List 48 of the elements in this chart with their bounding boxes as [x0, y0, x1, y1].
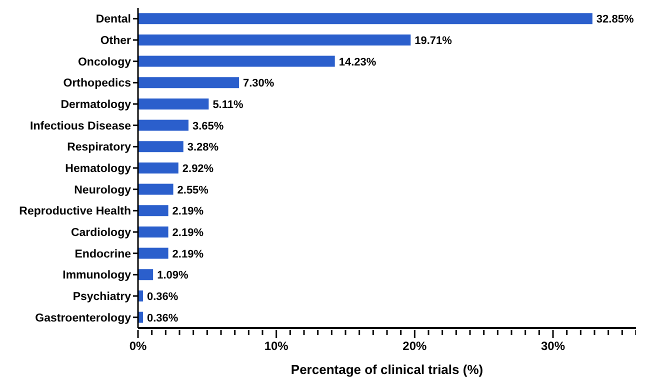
x-tick-label: 30%	[540, 339, 566, 353]
y-tick-label: Reproductive Health	[19, 206, 131, 218]
data-label: 2.19%	[172, 206, 204, 218]
data-label: 3.28%	[187, 142, 219, 154]
data-label: 2.92%	[182, 162, 214, 175]
bar	[138, 120, 188, 131]
y-tick-label: Psychiatry	[72, 291, 132, 304]
y-tick-label: Orthopedics	[63, 78, 131, 90]
data-label: 5.11%	[212, 98, 244, 111]
bar	[138, 269, 154, 280]
bar	[138, 34, 411, 46]
data-label: 7.30%	[242, 78, 274, 90]
y-tick-label: Dermatology	[60, 99, 132, 112]
bar	[138, 77, 239, 88]
y-tick-label: Immunology	[62, 270, 132, 282]
bar	[138, 56, 335, 67]
y-tick-label: Endocrine	[74, 248, 131, 260]
y-tick-label: Cardiology	[70, 227, 132, 240]
x-tick-label: 0%	[129, 339, 147, 353]
x-tick-label: 20%	[402, 339, 427, 353]
data-label: 2.55%	[177, 184, 209, 196]
data-label: 1.09%	[157, 270, 188, 282]
data-label: 2.19%	[172, 248, 204, 260]
data-label: 3.65%	[192, 120, 224, 132]
y-tick-label: Other	[100, 35, 132, 48]
data-label: 32.85%	[596, 14, 634, 26]
data-label: 14.23%	[338, 56, 376, 68]
x-tick-label: 10%	[264, 339, 289, 353]
data-label: 2.19%	[172, 226, 204, 239]
bar	[138, 13, 592, 24]
bar	[138, 226, 168, 238]
x-axis-title: Percentage of clinical trials (%)	[290, 362, 484, 377]
y-tick-label: Hematology	[65, 163, 132, 176]
y-tick-label: Dental	[96, 14, 131, 26]
bar	[138, 205, 168, 216]
data-label: 19.71%	[414, 34, 452, 47]
bar	[138, 98, 209, 110]
bar	[138, 184, 174, 195]
bar	[138, 162, 178, 174]
y-tick-label: Oncology	[78, 56, 132, 68]
data-label: 0.36%	[146, 290, 178, 303]
data-label: 0.36%	[146, 312, 178, 324]
y-tick-label: Respiratory	[67, 142, 132, 154]
y-tick-label: Infectious Disease	[30, 120, 131, 132]
y-tick-label: Gastroenterology	[35, 312, 132, 324]
bar	[138, 248, 168, 259]
bar	[138, 141, 184, 152]
y-tick-label: Neurology	[74, 184, 132, 196]
